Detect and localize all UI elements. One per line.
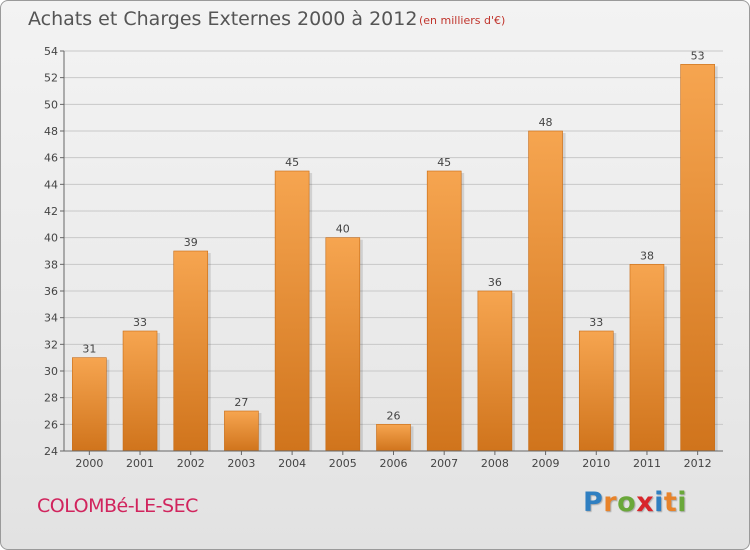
y-tick-label: 52 <box>44 72 58 85</box>
brand-letter: x <box>636 487 655 518</box>
bar-2009 <box>528 130 563 452</box>
chart-subtitle: (en milliers d'€) <box>419 14 506 27</box>
brand-letter: t <box>663 487 678 518</box>
y-tick-label: 32 <box>44 338 58 351</box>
x-tick-label-2004: 2004 <box>278 457 306 470</box>
data-label-2000: 31 <box>82 343 96 356</box>
axes: 24 26 28 30 32 34 36 38 40 42 44 46 48 50 52 54 2000 2001… <box>44 45 723 470</box>
x-tick-label-2002: 2002 <box>177 457 205 470</box>
y-tick-label: 24 <box>44 445 58 458</box>
data-label-2008: 36 <box>488 276 502 289</box>
data-label-2003: 27 <box>234 396 248 409</box>
y-tick-label: 30 <box>44 365 58 378</box>
y-tick-label: 34 <box>44 312 58 325</box>
x-tick-label-2012: 2012 <box>684 457 712 470</box>
bar-2003 <box>224 410 259 452</box>
data-label-2005: 40 <box>336 223 350 236</box>
x-tick-label-2011: 2011 <box>633 457 661 470</box>
brand-letter: i <box>654 487 664 518</box>
brand-letter: r <box>603 487 618 518</box>
x-tick-label-2001: 2001 <box>126 457 154 470</box>
bar-2005 <box>325 237 361 452</box>
y-tick-label: 42 <box>44 205 58 218</box>
x-tick-label-2003: 2003 <box>227 457 255 470</box>
data-label-2011: 38 <box>640 249 654 262</box>
x-tick-label-2008: 2008 <box>481 457 509 470</box>
bar-2002 <box>173 250 209 452</box>
bar-2007 <box>426 170 462 452</box>
bar-2000 <box>72 357 107 452</box>
data-label-2006: 26 <box>387 409 401 422</box>
x-tick-label-2000: 2000 <box>75 457 103 470</box>
data-label-2007: 45 <box>437 156 451 169</box>
x-tick-label-2007: 2007 <box>430 457 458 470</box>
bar-2011 <box>629 264 665 452</box>
bars: 31 33 39 27 45 40 26 45 36 48 33 38 53 <box>72 49 718 452</box>
y-tick-label: 36 <box>44 285 58 298</box>
proxiti-logo: Proxiti <box>583 487 687 518</box>
data-label-2001: 33 <box>133 316 147 329</box>
brand-letter: P <box>583 487 604 518</box>
bar-2010 <box>578 330 614 452</box>
data-label-2009: 48 <box>539 116 553 129</box>
y-tick-label: 54 <box>44 45 58 58</box>
y-tick-label: 48 <box>44 125 58 138</box>
bar-2001 <box>122 330 158 452</box>
x-tick-label-2006: 2006 <box>380 457 408 470</box>
y-tick-label: 38 <box>44 258 58 271</box>
bar-2012 <box>680 64 715 452</box>
data-label-2004: 45 <box>285 156 299 169</box>
y-tick-label: 26 <box>44 418 58 431</box>
y-tick-label: 28 <box>44 392 58 405</box>
brand-letter: i <box>677 487 688 518</box>
x-tick-label-2005: 2005 <box>329 457 357 470</box>
chart-title: Achats et Charges Externes 2000 à 2012 <box>28 8 418 30</box>
x-tick-label-2009: 2009 <box>532 457 560 470</box>
brand-letter: o <box>617 487 637 518</box>
data-label-2010: 33 <box>589 316 603 329</box>
y-tick-label: 40 <box>44 232 58 245</box>
data-label-2012: 53 <box>691 49 705 62</box>
y-tick-label: 50 <box>44 98 58 111</box>
data-label-2002: 39 <box>184 236 198 249</box>
bar-2006 <box>376 424 411 452</box>
bar-2004 <box>274 170 310 452</box>
commune-name: COLOMBé-LE-SEC <box>37 495 198 517</box>
x-tick-label-2010: 2010 <box>582 457 610 470</box>
grid-lines <box>64 50 723 452</box>
y-tick-label: 44 <box>44 178 58 191</box>
bar-2008 <box>477 290 513 452</box>
y-tick-label: 46 <box>44 152 58 165</box>
